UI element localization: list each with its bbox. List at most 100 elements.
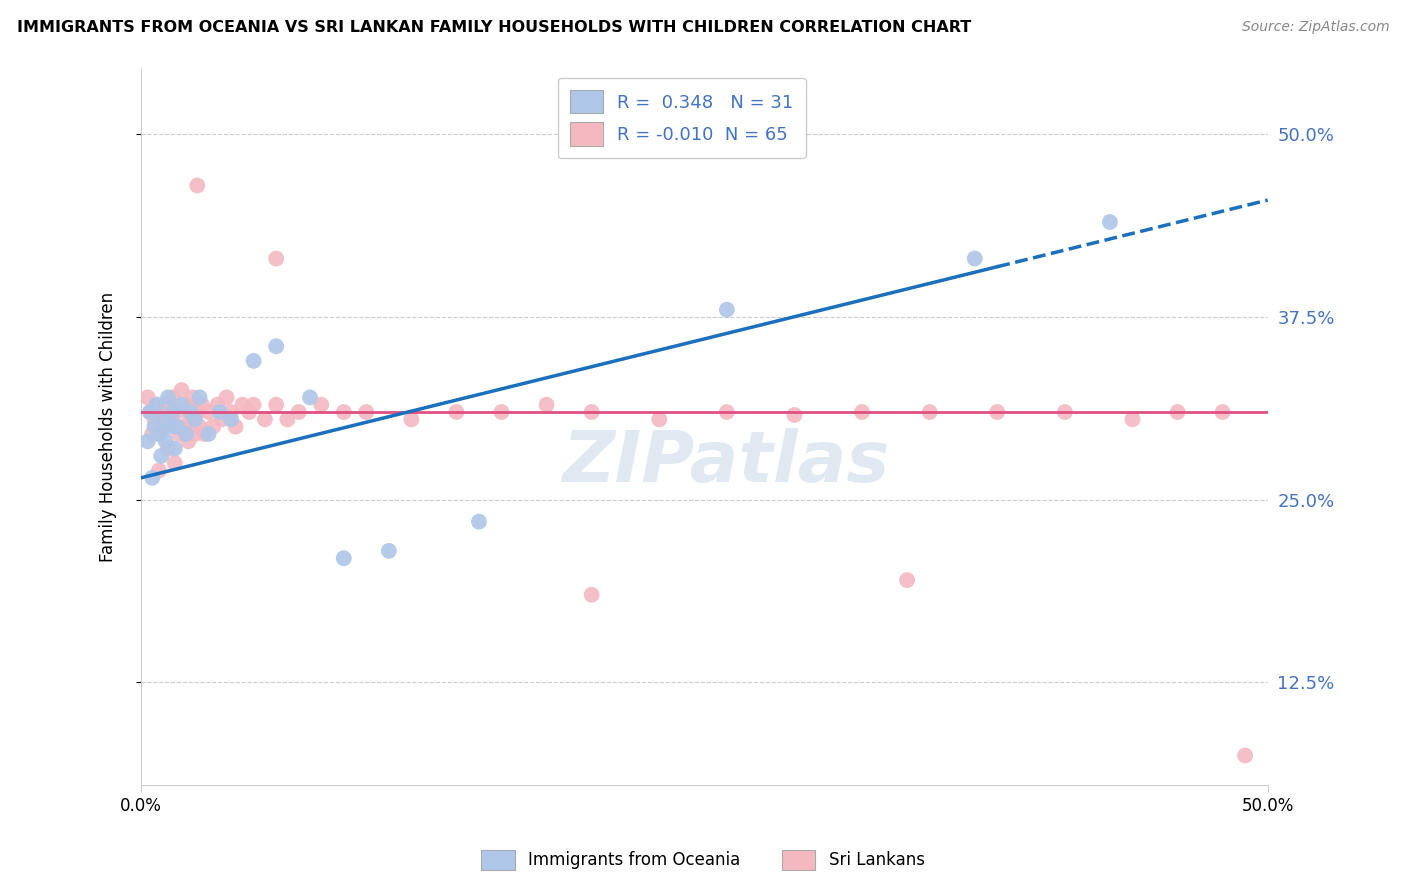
Point xyxy=(184,412,207,426)
Point xyxy=(170,398,193,412)
Point xyxy=(264,252,287,266)
Point xyxy=(225,419,247,434)
Point xyxy=(333,405,356,419)
Point xyxy=(287,405,309,419)
Point xyxy=(169,426,191,441)
Point xyxy=(783,408,806,422)
Point xyxy=(253,412,276,426)
Point xyxy=(145,398,167,412)
Point xyxy=(896,573,918,587)
Point xyxy=(242,354,264,368)
Point xyxy=(333,551,356,566)
Text: Source: ZipAtlas.com: Source: ZipAtlas.com xyxy=(1241,20,1389,34)
Point xyxy=(1098,215,1121,229)
Point xyxy=(1212,405,1234,419)
Point xyxy=(219,412,242,426)
Point xyxy=(173,419,195,434)
Point xyxy=(186,178,208,193)
Point xyxy=(851,405,873,419)
Point xyxy=(166,405,188,419)
Point xyxy=(145,398,167,412)
Legend: Immigrants from Oceania, Sri Lankans: Immigrants from Oceania, Sri Lankans xyxy=(475,843,931,877)
Point xyxy=(136,434,159,449)
Point xyxy=(401,412,423,426)
Point xyxy=(191,398,214,412)
Point xyxy=(139,405,162,419)
Point xyxy=(143,419,166,434)
Point xyxy=(193,426,215,441)
Point xyxy=(177,434,200,449)
Point xyxy=(155,398,177,412)
Point xyxy=(166,419,188,434)
Point xyxy=(156,442,179,456)
Point xyxy=(963,252,986,266)
Point xyxy=(716,405,738,419)
Point xyxy=(648,412,671,426)
Point xyxy=(197,405,219,419)
Point xyxy=(148,426,170,441)
Point xyxy=(188,419,211,434)
Point xyxy=(197,426,219,441)
Point xyxy=(356,405,378,419)
Point xyxy=(174,426,197,441)
Point xyxy=(141,471,163,485)
Point xyxy=(581,588,603,602)
Point xyxy=(186,405,208,419)
Point xyxy=(184,426,207,441)
Point xyxy=(1167,405,1189,419)
Point xyxy=(242,398,264,412)
Point xyxy=(163,456,186,470)
Legend: R =  0.348   N = 31, R = -0.010  N = 65: R = 0.348 N = 31, R = -0.010 N = 65 xyxy=(558,78,806,158)
Text: ZIPatlas: ZIPatlas xyxy=(564,428,890,497)
Point xyxy=(148,426,170,441)
Text: IMMIGRANTS FROM OCEANIA VS SRI LANKAN FAMILY HOUSEHOLDS WITH CHILDREN CORRELATIO: IMMIGRANTS FROM OCEANIA VS SRI LANKAN FA… xyxy=(17,20,972,35)
Point xyxy=(298,391,321,405)
Point xyxy=(716,302,738,317)
Point xyxy=(1121,412,1143,426)
Point xyxy=(180,405,202,419)
Point xyxy=(309,398,332,412)
Point xyxy=(918,405,941,419)
Point xyxy=(1234,748,1257,763)
Point xyxy=(155,434,177,449)
Point xyxy=(468,515,491,529)
Point xyxy=(174,398,197,412)
Point xyxy=(180,412,202,426)
Point xyxy=(162,405,184,419)
Point xyxy=(141,426,163,441)
Point xyxy=(136,391,159,405)
Point xyxy=(264,339,287,353)
Point xyxy=(238,405,260,419)
Point xyxy=(231,398,253,412)
Point xyxy=(170,383,193,397)
Point xyxy=(181,391,204,405)
Point xyxy=(150,449,173,463)
Point xyxy=(219,405,242,419)
Point xyxy=(159,412,181,426)
Point xyxy=(378,544,401,558)
Point xyxy=(163,419,186,434)
Point xyxy=(188,391,211,405)
Point xyxy=(211,412,233,426)
Y-axis label: Family Households with Children: Family Households with Children xyxy=(100,292,117,562)
Point xyxy=(159,419,181,434)
Point xyxy=(139,405,162,419)
Point xyxy=(215,391,238,405)
Point xyxy=(163,442,186,456)
Point xyxy=(264,398,287,412)
Point xyxy=(207,398,229,412)
Point xyxy=(986,405,1008,419)
Point xyxy=(536,398,558,412)
Point xyxy=(156,391,179,405)
Point xyxy=(152,412,174,426)
Point xyxy=(148,463,170,477)
Point xyxy=(143,412,166,426)
Point xyxy=(208,405,231,419)
Point xyxy=(202,419,225,434)
Point xyxy=(446,405,468,419)
Point xyxy=(162,391,184,405)
Point xyxy=(150,405,173,419)
Point xyxy=(152,419,174,434)
Point xyxy=(491,405,513,419)
Point xyxy=(1053,405,1076,419)
